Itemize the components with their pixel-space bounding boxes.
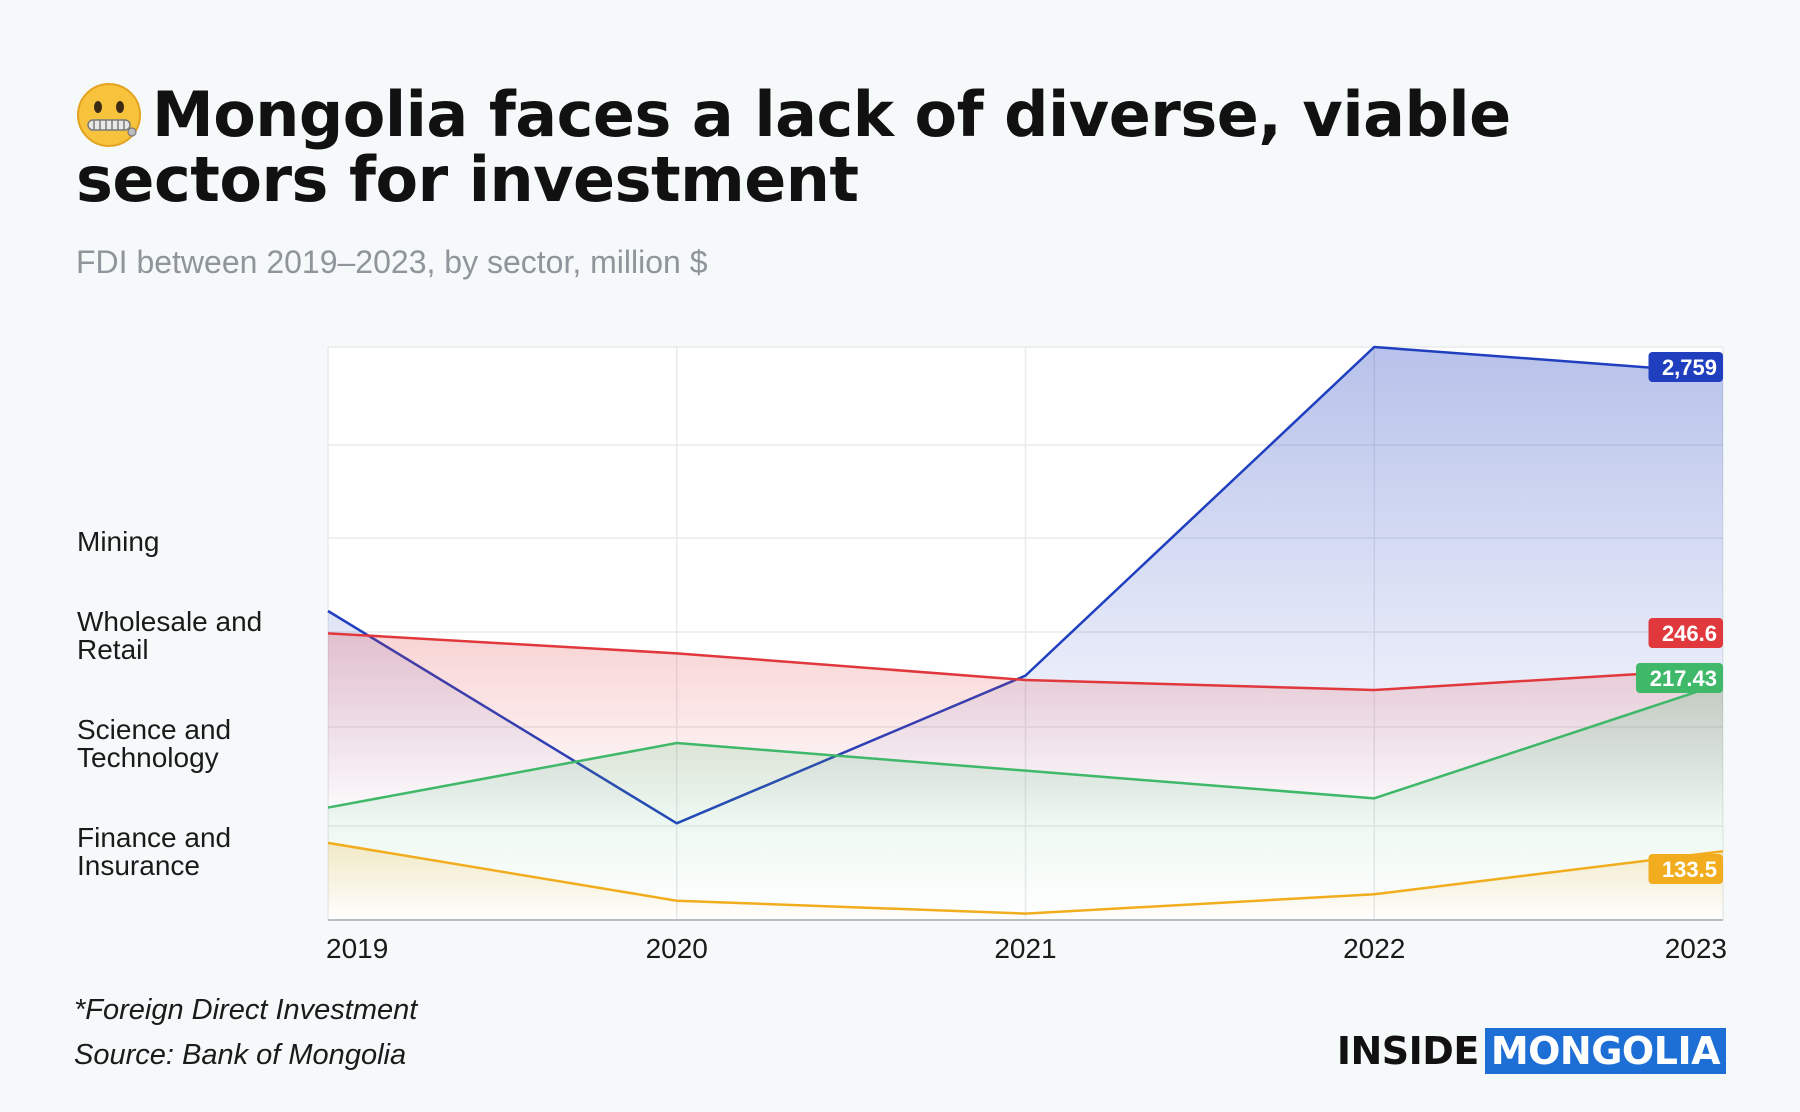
value-badge-3 (1648, 854, 1723, 884)
category-label-science: Science and Technology (77, 716, 307, 772)
brand-logo: INSIDE MONGOLIA (1337, 1028, 1726, 1074)
x-tick-label: 2021 (994, 933, 1056, 964)
category-label-mining-text: Mining (77, 526, 160, 557)
category-label-mining: Mining (77, 528, 307, 556)
value-badge-2 (1636, 663, 1723, 693)
brand-logo-inside: INSIDE (1336, 1029, 1479, 1073)
category-label-finance-line2: Insurance (77, 850, 200, 881)
chart-title: Mongolia faces a lack of diverse, viable… (76, 82, 1636, 212)
chart-subtitle: FDI between 2019–2023, by sector, millio… (76, 244, 708, 280)
category-label-wholesale-line2: Retail (77, 634, 149, 665)
value-badge-1 (1648, 618, 1723, 648)
area-series-2 (328, 683, 1723, 920)
value-label-3: 133.5 (1662, 857, 1717, 882)
value-label-2: 217.43 (1650, 666, 1717, 691)
value-badge-0 (1648, 352, 1723, 382)
category-label-science-line1: Science and (77, 714, 232, 745)
category-label-wholesale-line1: Wholesale and (77, 606, 263, 637)
x-tick-label: 2022 (1343, 933, 1405, 964)
title-line-1: Mongolia faces a lack of diverse, viable (152, 78, 1511, 151)
title-line-2: sectors for investment (76, 143, 859, 216)
x-tick-label: 2020 (646, 933, 708, 964)
zipper-mouth-face-icon (77, 83, 141, 147)
x-tick-label: 2019 (326, 933, 388, 964)
line-series-1 (327, 632, 1724, 692)
category-label-wholesale: Wholesale and Retail (77, 608, 307, 664)
value-label-0: 2,759 (1662, 355, 1717, 380)
source-note: Source: Bank of Mongolia (74, 1039, 407, 1071)
x-tick-label: 2023 (1665, 933, 1727, 964)
category-label-finance-line1: Finance and (77, 822, 232, 853)
brand-logo-mongolia: MONGOLIA (1484, 1028, 1726, 1074)
value-label-1: 246.6 (1662, 621, 1717, 646)
line-series-3 (327, 841, 1724, 915)
line-series-2 (327, 681, 1724, 809)
category-label-science-line2: Technology (77, 742, 219, 773)
footnote: *Foreign Direct Investment (74, 994, 418, 1026)
category-label-finance: Finance and Insurance (77, 824, 307, 880)
